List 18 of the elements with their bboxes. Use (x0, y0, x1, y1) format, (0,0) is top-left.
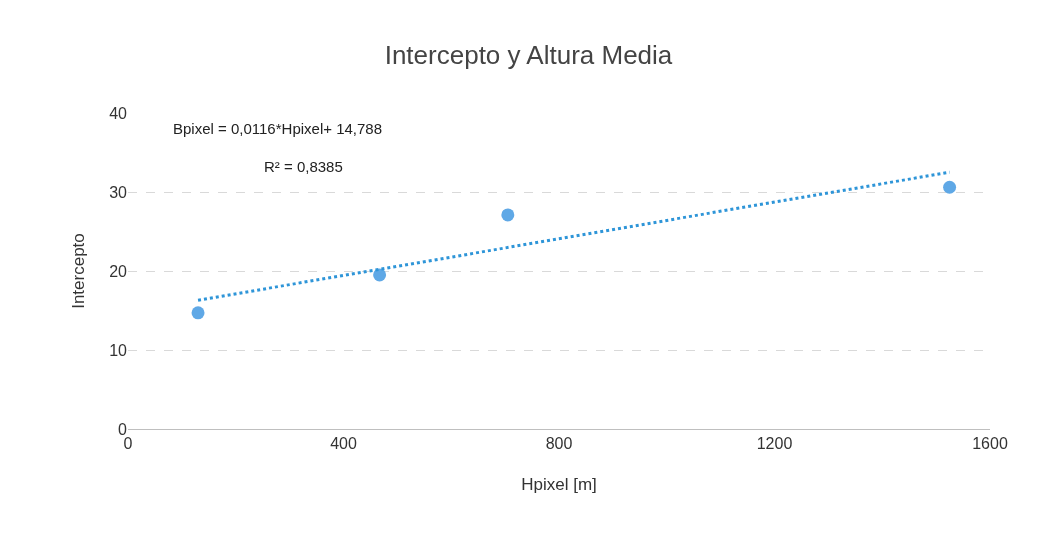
point (373, 268, 387, 282)
y-tick-label: 20 (109, 262, 128, 280)
x-tick-label: 1600 (972, 435, 1008, 453)
chart-title: Intercepto y Altura Media (384, 39, 673, 70)
x-tick-label: 800 (545, 435, 573, 453)
y-tick-label: 0 (118, 420, 128, 438)
x-tick-label: 400 (330, 435, 357, 453)
point (943, 180, 957, 194)
x-axis-title: Hpixel [m] (521, 475, 597, 494)
x-tick-label: 1200 (756, 435, 793, 453)
point (501, 208, 515, 222)
y-tick-label: 30 (109, 183, 128, 201)
annotation: R² = 0,8385 (264, 158, 343, 175)
y-axis-title: Intercepto (69, 233, 88, 309)
y-tick-label: 10 (109, 341, 128, 359)
y-tick-label: 40 (109, 104, 128, 122)
point (191, 306, 205, 320)
annotation: Bpixel = 0,0116*Hpixel+ 14,788 (173, 120, 383, 137)
